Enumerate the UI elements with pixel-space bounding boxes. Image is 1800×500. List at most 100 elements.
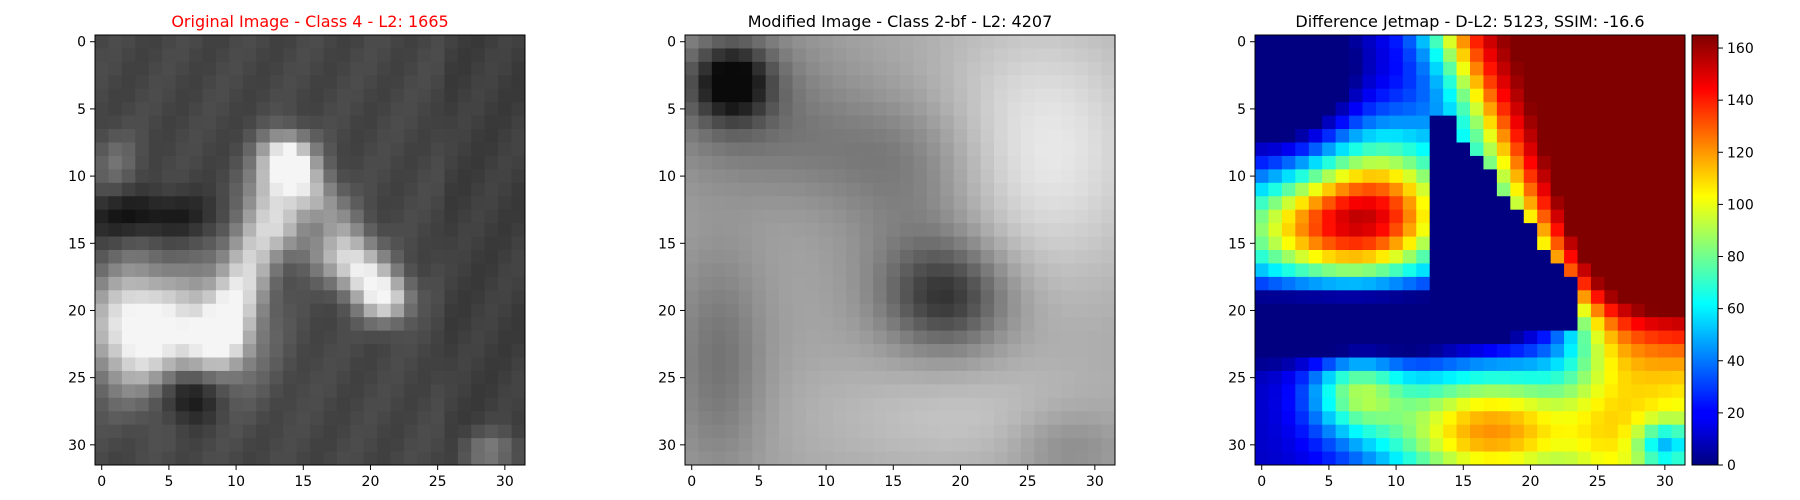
original-pixel	[202, 35, 217, 49]
original-pixel	[511, 182, 526, 197]
difference-pixel	[1658, 35, 1672, 49]
difference-jetmap-heatmap	[1255, 35, 1686, 466]
x-tick-label: 10	[1387, 474, 1405, 490]
original-pixel	[390, 88, 405, 103]
modified-pixel	[953, 155, 968, 170]
difference-pixel	[1281, 370, 1296, 385]
difference-pixel	[1349, 61, 1363, 76]
modified-pixel	[900, 276, 914, 291]
difference-pixel	[1295, 115, 1310, 130]
original-pixel	[336, 424, 351, 439]
original-pixel	[377, 424, 392, 439]
difference-pixel	[1429, 115, 1444, 130]
difference-pixel	[1671, 317, 1686, 332]
original-pixel	[242, 424, 257, 439]
modified-pixel	[832, 451, 847, 466]
original-pixel	[189, 209, 203, 224]
modified-pixel	[846, 61, 861, 76]
original-pixel	[162, 169, 177, 184]
difference-pixel	[1456, 115, 1471, 130]
difference-pixel	[1671, 169, 1686, 184]
difference-pixel	[1295, 276, 1310, 291]
modified-pixel	[752, 155, 767, 170]
original-pixel	[175, 451, 190, 466]
original-pixel	[108, 75, 123, 90]
modified-pixel	[711, 451, 726, 466]
difference-pixel	[1604, 263, 1619, 278]
modified-pixel	[711, 424, 726, 439]
difference-pixel	[1483, 61, 1498, 76]
difference-pixel	[1604, 276, 1619, 291]
original-pixel	[444, 223, 459, 237]
difference-pixel	[1295, 370, 1310, 385]
modified-pixel	[873, 250, 887, 264]
modified-pixel	[779, 330, 793, 345]
difference-pixel	[1429, 424, 1444, 439]
difference-pixel	[1590, 75, 1605, 90]
original-pixel	[121, 344, 136, 358]
modified-pixel	[1047, 169, 1062, 184]
difference-pixel	[1295, 451, 1310, 466]
modified-pixel	[1101, 182, 1116, 197]
modified-pixel	[994, 357, 1008, 372]
x-tick-label: 15	[1454, 474, 1472, 490]
difference-pixel	[1268, 48, 1283, 63]
original-pixel	[121, 438, 136, 452]
modified-pixel	[1074, 196, 1089, 211]
difference-pixel	[1416, 451, 1431, 466]
original-pixel	[269, 182, 284, 197]
original-pixel	[283, 75, 297, 90]
original-pixel	[215, 129, 230, 143]
difference-pixel	[1550, 397, 1565, 412]
difference-pixel	[1537, 223, 1552, 237]
modified-pixel	[926, 438, 941, 452]
difference-pixel	[1268, 61, 1283, 76]
original-pixel	[377, 223, 392, 237]
modified-pixel	[819, 438, 834, 452]
original-pixel	[323, 35, 338, 49]
difference-pixel	[1268, 424, 1283, 439]
difference-pixel	[1335, 236, 1350, 251]
difference-pixel	[1523, 451, 1538, 466]
modified-pixel	[873, 61, 887, 76]
original-pixel	[121, 290, 136, 305]
difference-pixel	[1322, 250, 1337, 264]
difference-pixel	[1416, 263, 1431, 278]
original-pixel	[189, 290, 203, 305]
difference-pixel	[1537, 317, 1552, 332]
original-pixel	[498, 330, 512, 345]
original-pixel	[350, 75, 365, 90]
modified-pixel	[1088, 35, 1102, 49]
difference-pixel	[1322, 48, 1337, 63]
original-pixel	[269, 263, 284, 278]
modified-pixel	[940, 276, 955, 291]
difference-pixel	[1281, 182, 1296, 197]
modified-pixel	[819, 317, 834, 332]
difference-pixel	[1577, 182, 1592, 197]
modified-pixel	[1061, 290, 1076, 305]
modified-pixel	[725, 263, 740, 278]
difference-pixel	[1564, 384, 1578, 399]
modified-pixel	[953, 236, 968, 251]
original-pixel	[350, 155, 365, 170]
original-pixel	[310, 424, 324, 439]
difference-pixel	[1416, 142, 1431, 157]
modified-pixel	[967, 61, 982, 76]
original-pixel	[363, 330, 378, 345]
modified-pixel	[832, 48, 847, 63]
difference-pixel	[1335, 35, 1350, 49]
modified-pixel	[1047, 142, 1062, 157]
difference-pixel	[1617, 236, 1632, 251]
difference-pixel	[1496, 142, 1511, 157]
original-pixel	[256, 209, 271, 224]
modified-pixel	[779, 370, 793, 385]
modified-pixel	[967, 196, 982, 211]
difference-pixel	[1470, 438, 1484, 452]
difference-pixel	[1590, 411, 1605, 426]
difference-pixel	[1496, 35, 1511, 49]
difference-pixel	[1483, 129, 1498, 143]
difference-pixel	[1402, 236, 1417, 251]
modified-pixel	[859, 236, 874, 251]
difference-pixel	[1496, 223, 1511, 237]
modified-pixel	[967, 223, 982, 237]
